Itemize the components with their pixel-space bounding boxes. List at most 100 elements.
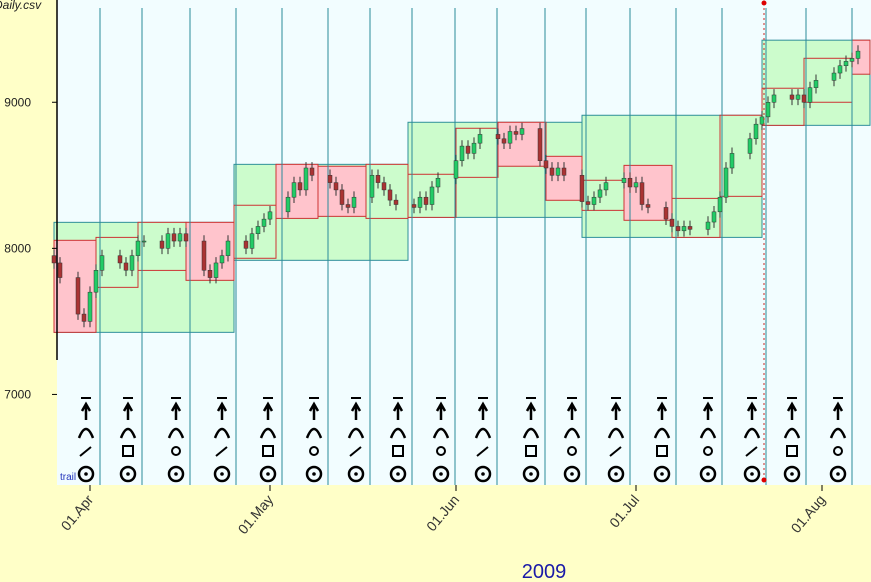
symbol xyxy=(305,427,323,439)
symbol xyxy=(786,445,798,457)
symbol xyxy=(474,427,492,439)
candle-body xyxy=(663,207,669,220)
y-tick-label: 7000 xyxy=(4,387,31,401)
candle-body xyxy=(429,186,435,205)
symbol xyxy=(119,465,137,483)
candle-body xyxy=(495,134,501,140)
candle-body xyxy=(807,87,813,103)
symbol xyxy=(656,445,668,457)
candle-body xyxy=(543,160,549,169)
candle-body xyxy=(795,94,801,100)
candle-body xyxy=(591,196,597,205)
candle-body xyxy=(267,211,273,220)
symbol xyxy=(567,446,577,456)
symbol xyxy=(836,472,840,476)
candle-body xyxy=(417,196,423,208)
symbol xyxy=(432,465,450,483)
candle-body xyxy=(681,226,687,232)
symbol xyxy=(349,446,362,457)
candle-body xyxy=(453,160,459,179)
candle-body xyxy=(303,167,309,191)
week-box xyxy=(275,163,319,219)
candle-body xyxy=(855,50,861,59)
symbol xyxy=(525,401,537,420)
candle-body xyxy=(471,142,477,154)
symbol xyxy=(262,401,274,420)
candle-body xyxy=(813,80,819,88)
symbol xyxy=(79,446,92,457)
symbol xyxy=(259,465,277,483)
title-bg xyxy=(0,0,50,12)
symbol xyxy=(436,446,446,456)
candle-body xyxy=(639,182,645,205)
candle-body xyxy=(201,240,207,271)
candle-body xyxy=(219,255,225,264)
symbol xyxy=(170,401,182,420)
candle-body xyxy=(339,189,345,205)
symbol xyxy=(610,401,622,420)
symbol xyxy=(220,472,224,476)
symbol xyxy=(77,465,95,483)
candle-body xyxy=(669,218,675,227)
symbol xyxy=(783,427,801,439)
symbol xyxy=(786,401,798,420)
symbol xyxy=(389,427,407,439)
candle-body xyxy=(375,175,381,183)
candle-body xyxy=(549,167,555,176)
symbol xyxy=(614,472,618,476)
symbol xyxy=(126,472,130,476)
candle-body xyxy=(555,167,561,176)
symbol xyxy=(213,465,231,483)
symbol xyxy=(171,446,181,456)
candle-body xyxy=(849,58,855,62)
week-box xyxy=(851,39,871,75)
candle-body xyxy=(753,123,759,140)
x-tick-label: 01.Aug xyxy=(788,492,829,536)
annotation: trail xyxy=(60,472,76,483)
week-box xyxy=(233,204,277,259)
candle-body xyxy=(729,153,735,169)
symbol xyxy=(77,427,95,439)
cursor-dot xyxy=(761,477,767,483)
candle-body xyxy=(423,196,429,205)
symbol xyxy=(350,401,362,420)
symbol xyxy=(745,446,758,457)
symbol xyxy=(609,446,622,457)
symbol xyxy=(829,465,847,483)
symbol xyxy=(347,427,365,439)
candle-body xyxy=(711,211,717,223)
candle-body xyxy=(171,233,177,242)
candle-body xyxy=(477,134,483,144)
candle-body xyxy=(351,196,357,208)
candle-body xyxy=(771,94,777,103)
symbol xyxy=(216,401,228,420)
symbol xyxy=(522,465,540,483)
symbol xyxy=(563,427,581,439)
symbol xyxy=(829,427,847,439)
symbol xyxy=(80,401,92,420)
candle-body xyxy=(705,221,711,230)
candle-body xyxy=(801,94,807,103)
candle-body xyxy=(117,255,123,264)
candle-body xyxy=(87,291,93,322)
candle-body xyxy=(603,182,609,191)
candle-body xyxy=(585,201,591,205)
candle-body xyxy=(249,233,255,249)
symbol xyxy=(706,472,710,476)
symbol xyxy=(122,445,134,457)
y-tick-label: 8000 xyxy=(4,241,31,255)
symbol xyxy=(167,427,185,439)
symbol xyxy=(435,401,447,420)
candle-body xyxy=(309,167,315,176)
cursor-dot xyxy=(761,0,767,6)
symbol xyxy=(432,427,450,439)
symbol xyxy=(84,472,88,476)
candle-body xyxy=(93,270,99,293)
symbol xyxy=(481,472,485,476)
candle-body xyxy=(579,175,585,202)
symbol xyxy=(308,401,320,420)
symbol xyxy=(476,446,489,457)
candle-body xyxy=(225,240,231,256)
